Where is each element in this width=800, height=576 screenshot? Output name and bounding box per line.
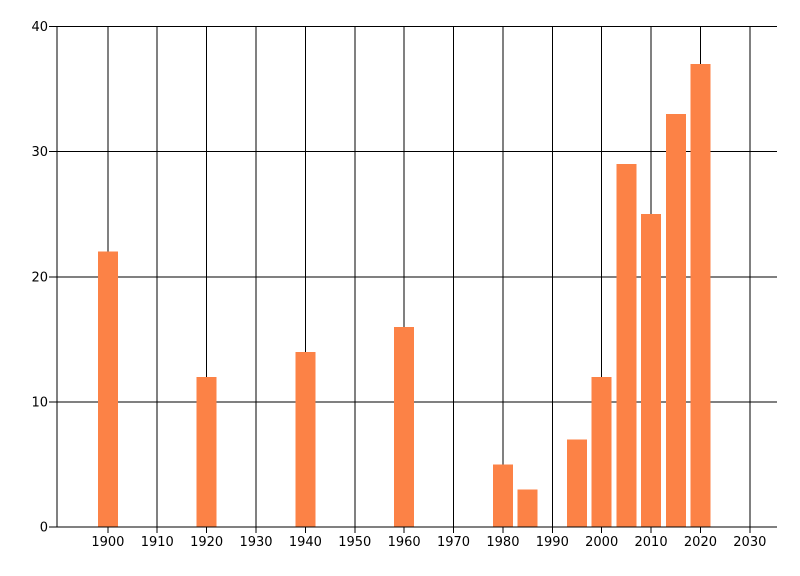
bar-1960 — [394, 326, 415, 527]
x-tick-label-1950: 1950 — [338, 535, 371, 550]
y-tick-label-0: 0 — [40, 521, 48, 536]
bar-1900 — [97, 251, 118, 527]
x-tick-label-1900: 1900 — [91, 535, 124, 550]
x-tick-label-2030: 2030 — [733, 535, 766, 550]
y-tick-label-20: 20 — [31, 270, 48, 285]
x-tick-label-1990: 1990 — [536, 535, 569, 550]
x-tick-label-1940: 1940 — [289, 535, 322, 550]
y-tick-label-30: 30 — [31, 145, 48, 160]
x-tick-label-2000: 2000 — [585, 535, 618, 550]
bar-2000 — [591, 376, 612, 527]
x-tick-label-1970: 1970 — [437, 535, 470, 550]
bar-1940 — [295, 351, 316, 527]
x-tick-label-1930: 1930 — [239, 535, 272, 550]
bar-2020 — [690, 64, 711, 527]
x-tick-label-1960: 1960 — [388, 535, 421, 550]
bar-2010 — [641, 214, 662, 527]
bar-1920 — [196, 376, 217, 527]
y-tick-label-10: 10 — [31, 395, 48, 410]
bar-1980 — [492, 464, 513, 527]
x-tick-label-1910: 1910 — [141, 535, 174, 550]
bar-2015 — [665, 114, 686, 528]
bar-1995 — [567, 439, 587, 527]
y-tick-label-40: 40 — [31, 20, 48, 35]
x-tick-label-1920: 1920 — [190, 535, 223, 550]
bar-2005 — [616, 164, 637, 527]
bar-1985 — [517, 489, 538, 527]
x-tick-label-2010: 2010 — [635, 535, 668, 550]
x-tick-label-1980: 1980 — [486, 535, 519, 550]
x-tick-label-2020: 2020 — [684, 535, 717, 550]
